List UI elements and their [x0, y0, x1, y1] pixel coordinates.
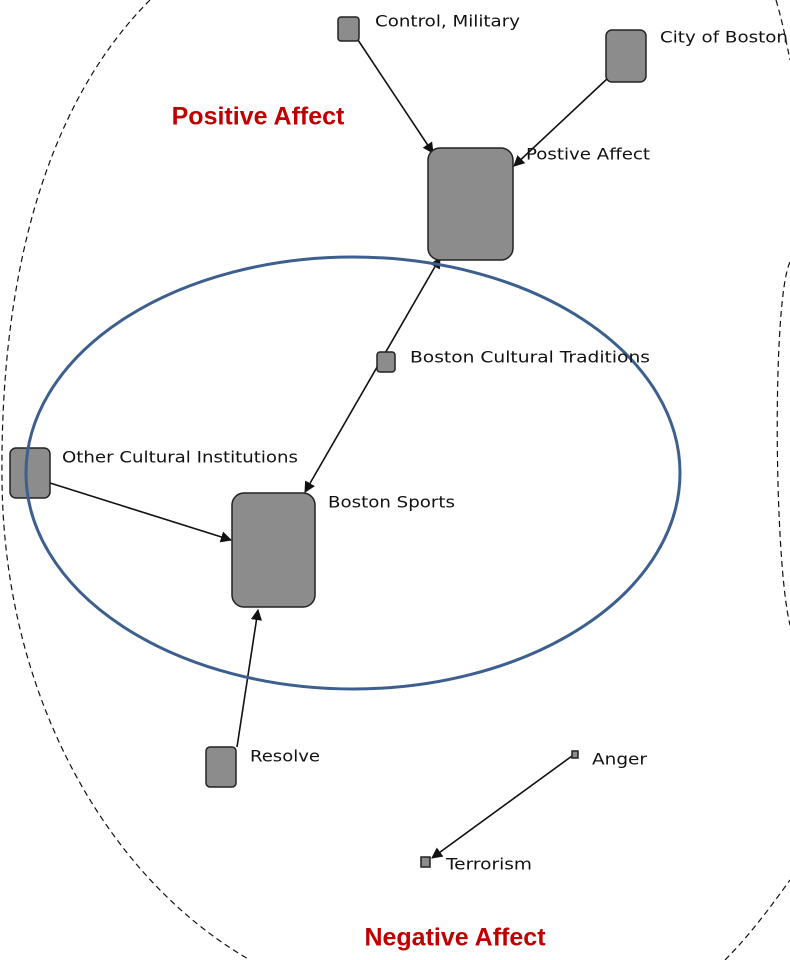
node	[205, 746, 237, 788]
region-boundary	[776, 261, 790, 626]
group-ellipse	[24, 255, 682, 691]
region-annotation: Negative Affect	[364, 924, 546, 952]
edge	[431, 755, 573, 859]
node-label: Postive Affect	[526, 145, 650, 164]
node-label: City of Boston	[660, 28, 788, 47]
node-label: Other Cultural Institutions	[62, 448, 298, 467]
edge	[357, 39, 434, 154]
node	[427, 147, 514, 261]
node	[420, 856, 431, 868]
region-annotation: Positive Affect	[172, 103, 345, 131]
region-boundary	[775, 0, 790, 61]
edge	[513, 77, 609, 167]
edge	[49, 482, 233, 543]
node	[231, 492, 316, 608]
region-boundary	[724, 879, 790, 960]
node-label: Boston Sports	[328, 493, 455, 512]
node-label: Anger	[592, 750, 647, 769]
node	[605, 29, 647, 83]
node-label: Boston Cultural Traditions	[410, 348, 650, 367]
node-label: Control, Military	[375, 12, 520, 31]
node	[337, 16, 360, 42]
region-boundary	[1, 0, 251, 960]
node	[571, 750, 579, 759]
node-label: Resolve	[250, 747, 320, 766]
node-label: Terrorism	[445, 855, 532, 874]
node	[9, 447, 51, 499]
node	[376, 351, 396, 373]
edge	[304, 257, 441, 493]
